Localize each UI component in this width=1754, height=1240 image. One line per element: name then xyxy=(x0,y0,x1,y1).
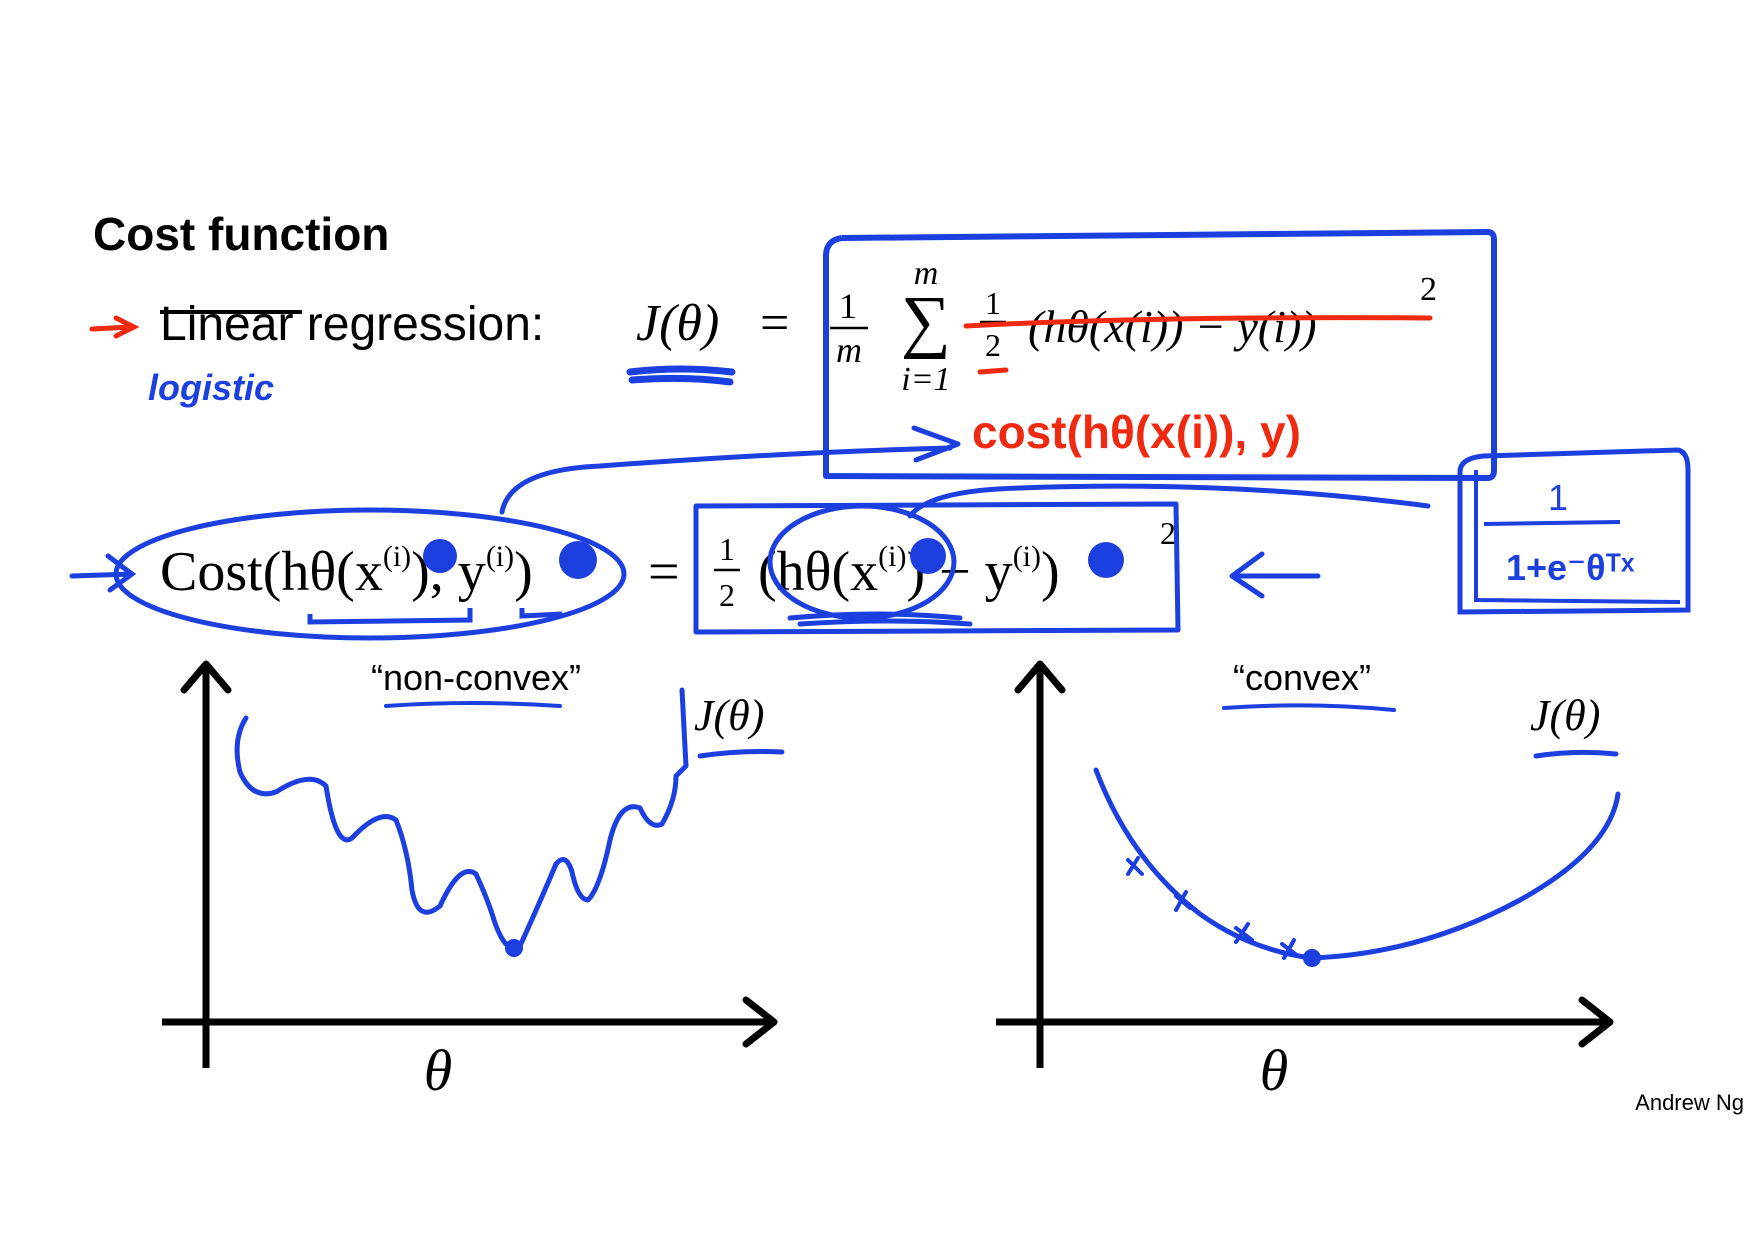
left-y-arrowhead-icon xyxy=(180,660,232,694)
equals-sign-2: = xyxy=(648,541,680,603)
fraction-numerator-1: 1 xyxy=(839,286,857,326)
left-j-theta-label: J(θ) xyxy=(694,691,764,740)
regression-label: regression: xyxy=(293,298,544,351)
connector-curve xyxy=(499,445,953,515)
sigmoid-numerator: 1 xyxy=(1548,477,1568,518)
blue-box-sum xyxy=(823,229,1497,481)
right-x-arrowhead-icon xyxy=(1578,996,1614,1048)
left-j-theta-underline xyxy=(697,749,785,759)
sigmoid-box-inner xyxy=(1474,470,1681,604)
half-denominator-2b: 2 xyxy=(719,577,735,613)
red-strike-through-term xyxy=(963,315,1433,329)
sum-symbol: ∑ xyxy=(901,283,951,360)
right-theta-axis-label: θ xyxy=(1260,1038,1289,1103)
non-convex-minimum-point xyxy=(505,939,523,957)
non-convex-label: “non-convex” xyxy=(371,657,581,698)
hypothesis-underline xyxy=(787,611,973,627)
cost-rhs-expression: (hθ(x(i)) − y(i)) xyxy=(758,540,1060,603)
connector-arrow-icon xyxy=(911,425,961,463)
scribble-blot-1 xyxy=(423,539,457,573)
non-convex-curve xyxy=(234,687,689,951)
sigmoid-denominator: 1+e⁻θᵀˣ xyxy=(1506,547,1635,588)
equals-sign-1: = xyxy=(760,295,789,352)
scribble-blot-2 xyxy=(559,541,597,579)
red-underline-half xyxy=(977,367,1009,375)
svg-text:Linear regression:: Linear regression: xyxy=(160,298,544,351)
half-numerator-1: 1 xyxy=(985,285,1001,321)
squared-error-term: (hθ(x(i)) − y(i)) xyxy=(1028,301,1317,352)
convex-label: “convex” xyxy=(1233,657,1371,698)
underline-brackets xyxy=(307,608,563,625)
underline-j-theta xyxy=(626,365,736,386)
convex-minimum-point xyxy=(1303,949,1321,967)
square-exponent-2: 2 xyxy=(1160,515,1176,551)
cost-lhs-ellipse xyxy=(113,507,627,641)
sum-lower-limit: i=1 xyxy=(901,361,950,398)
square-exponent-1: 2 xyxy=(1420,271,1437,308)
gradient-descent-steps xyxy=(1126,856,1300,960)
scribble-blot-3 xyxy=(910,538,946,574)
sigmoid-fraction-bar xyxy=(1483,520,1621,526)
right-y-arrowhead-icon xyxy=(1014,660,1066,694)
hypothesis-ellipse xyxy=(767,503,957,621)
left-arrow-icon xyxy=(1229,551,1321,599)
sum-upper-limit: m xyxy=(914,255,939,292)
red-cost-annotation: cost(hθ(x(i)), y) xyxy=(972,406,1301,458)
red-arrow-icon xyxy=(89,315,140,339)
blue-box-rhs xyxy=(693,501,1181,635)
convex-underline xyxy=(1222,703,1396,712)
non-convex-underline xyxy=(384,701,562,708)
handwritten-logistic: logistic xyxy=(148,367,274,408)
slide-title: Cost function xyxy=(93,208,389,260)
half-numerator-2: 1 xyxy=(719,531,735,567)
fraction-denominator-m: m xyxy=(836,330,862,370)
connector-to-sigmoid xyxy=(907,483,1431,519)
left-theta-axis-label: θ xyxy=(424,1038,453,1103)
convex-curve xyxy=(1093,767,1621,961)
scribble-blot-4 xyxy=(1088,542,1124,578)
cost-lhs-expression: Cost(hθ(x(i)), y(i)) xyxy=(160,540,533,603)
j-theta-lhs: J(θ) xyxy=(636,295,719,352)
right-j-theta-underline xyxy=(1533,749,1619,759)
right-j-theta-label: J(θ) xyxy=(1530,691,1600,740)
struck-word-linear: Linear xyxy=(160,298,293,351)
sigmoid-box xyxy=(1457,447,1691,615)
author-credit: Andrew Ng xyxy=(1635,1090,1744,1115)
half-denominator-2: 2 xyxy=(985,327,1001,363)
left-x-arrowhead-icon xyxy=(742,996,778,1048)
